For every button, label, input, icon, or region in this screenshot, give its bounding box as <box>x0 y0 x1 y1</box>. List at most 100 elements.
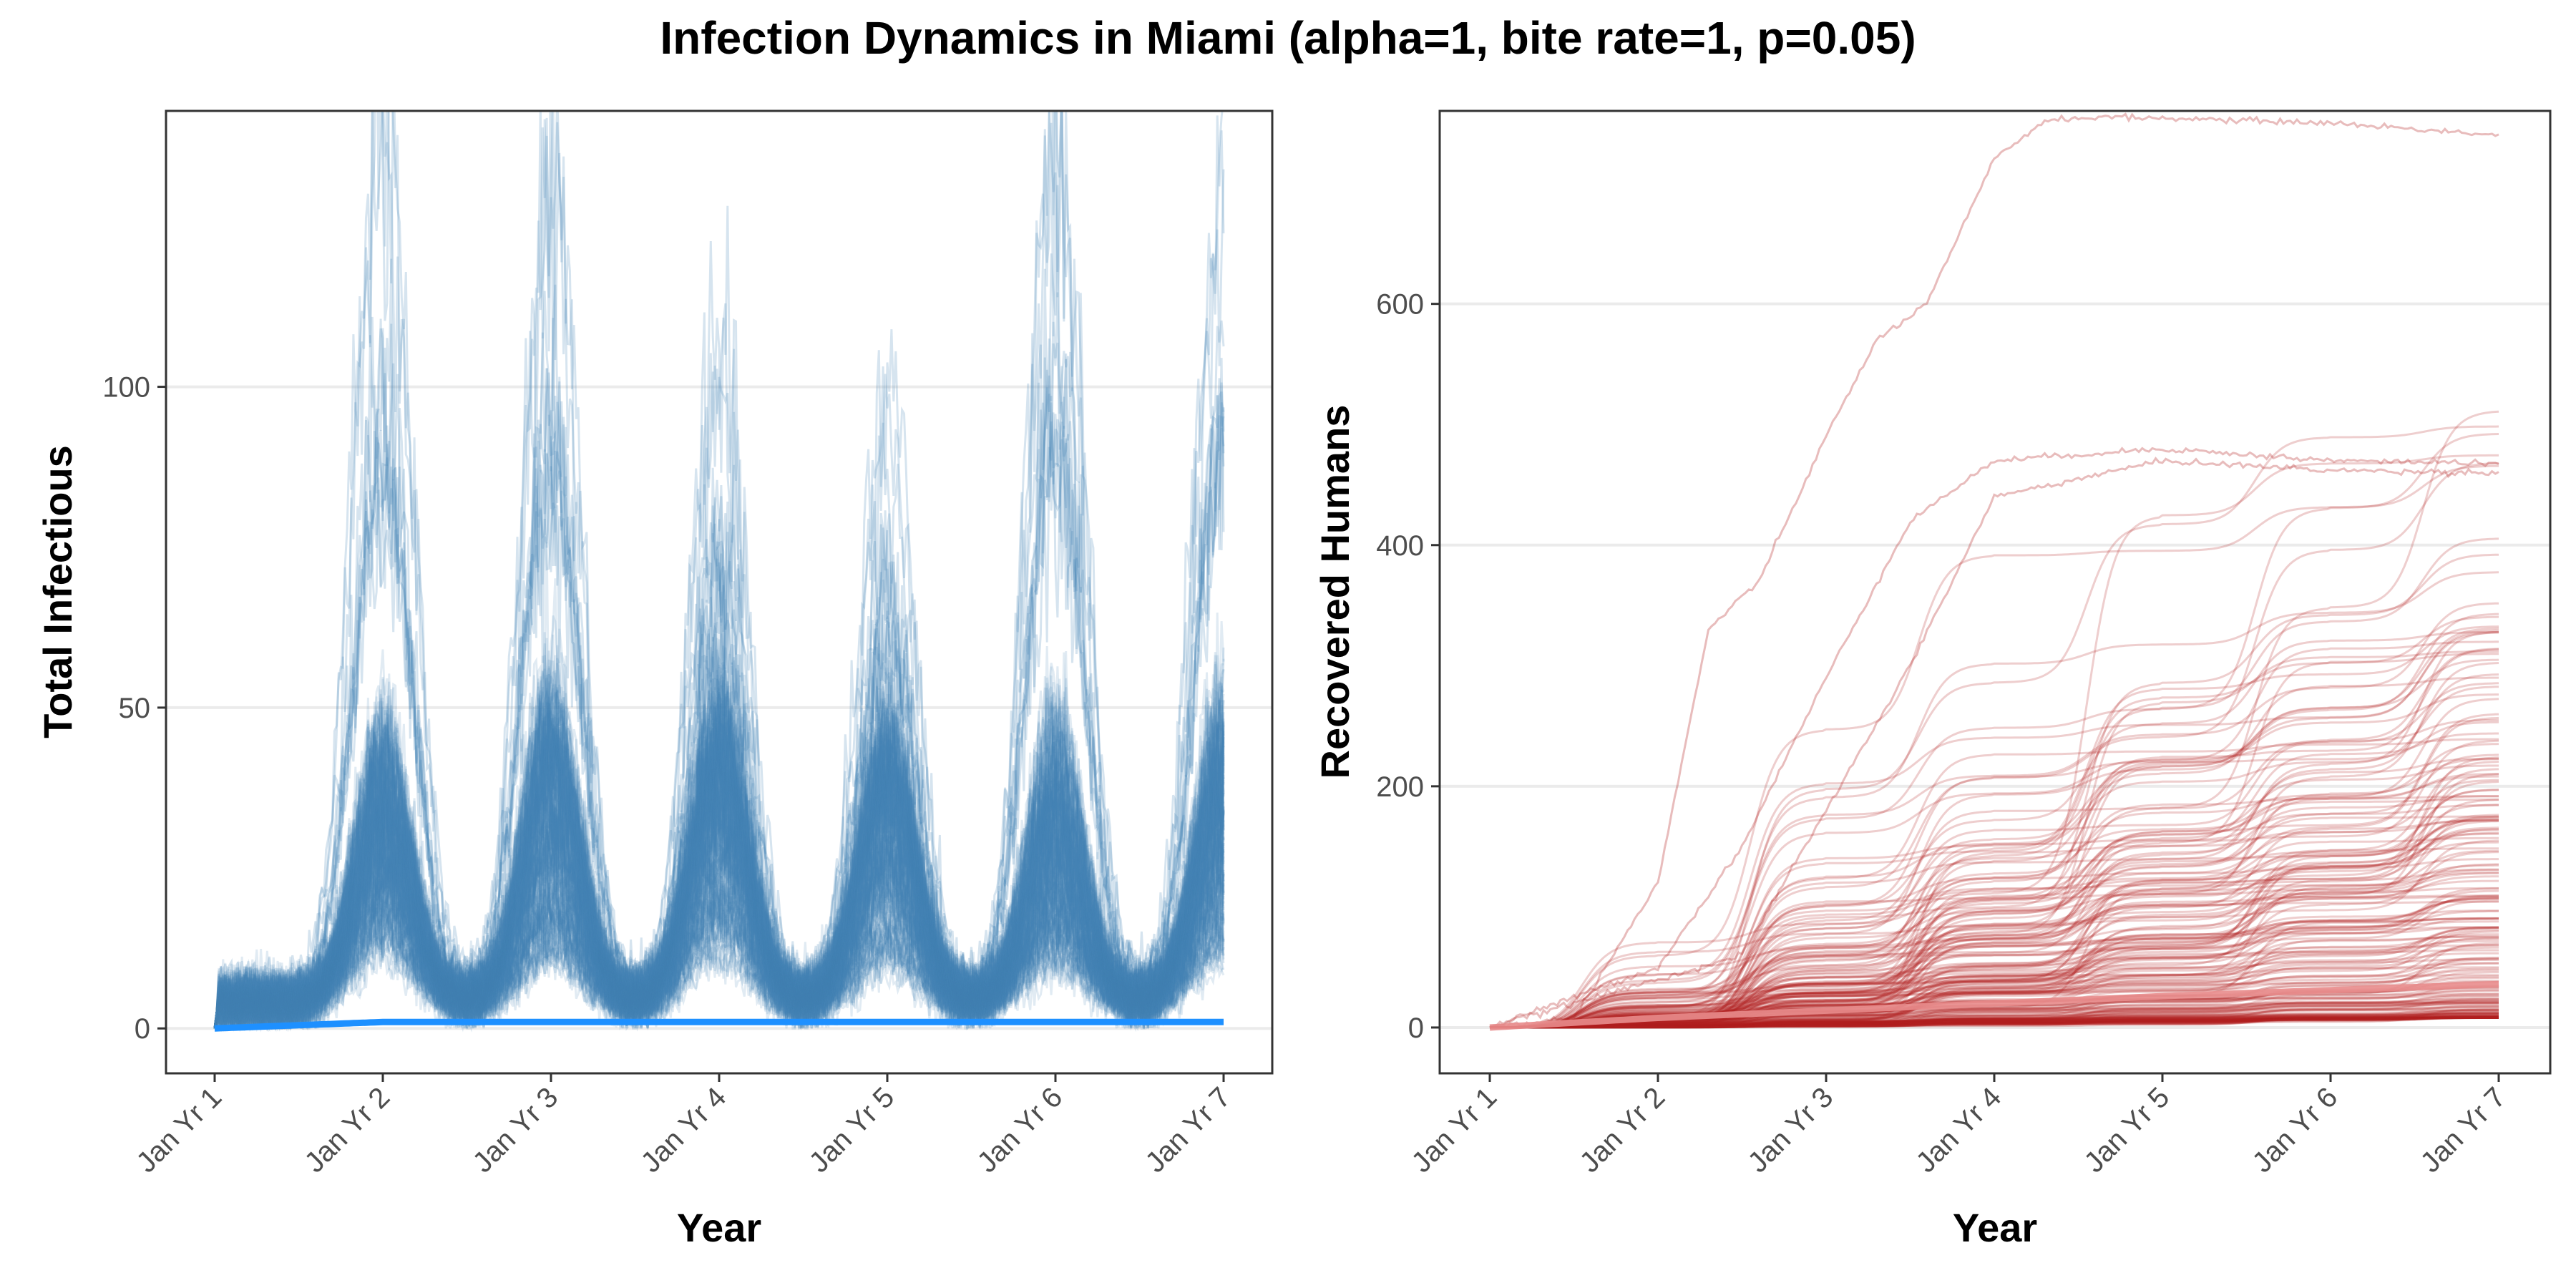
recovered-sim-line <box>1490 571 2499 1029</box>
recovered-sim-line <box>1490 1002 2499 1029</box>
infectious-sim-line <box>213 668 1225 1029</box>
infectious-sim-line <box>213 692 1225 1029</box>
recovered-sim-line <box>1489 1016 2499 1029</box>
recovered-sim-line <box>1490 879 2499 1029</box>
recovered-sim-line <box>1490 804 2499 1029</box>
recovered-sim-line <box>1490 1016 2499 1029</box>
infectious-sim-line <box>213 693 1225 1029</box>
recovered-sim-line <box>1490 990 2499 1029</box>
recovered-sim-line <box>1490 1011 2499 1029</box>
infectious-sim-line <box>213 708 1225 1029</box>
recovered-sim-line <box>1490 999 2499 1029</box>
infectious-sim-line <box>213 707 1225 1029</box>
infectious-sim-line <box>213 676 1224 1030</box>
recovered-sim-line <box>1490 789 2499 1029</box>
infectious-sim-line <box>213 732 1225 1029</box>
infectious-sim-line <box>213 185 1225 1029</box>
infectious-sim-line <box>213 706 1225 1029</box>
recovered-sim-line <box>1489 1002 2499 1029</box>
infectious-sim-line <box>213 713 1225 1033</box>
infectious-sim-line <box>213 655 1225 1029</box>
infectious-sim-line <box>213 702 1225 1029</box>
infectious-sim-line <box>213 715 1225 1029</box>
recovered-sim-line <box>1490 1016 2499 1029</box>
infectious-sim-line <box>213 717 1225 1029</box>
recovered-sim-line <box>1490 864 2499 1029</box>
infectious-sim-line <box>213 685 1225 1033</box>
infectious-sim-line <box>213 683 1225 1029</box>
recovered-sim-line <box>1490 962 2499 1029</box>
recovered-sim-line <box>1490 615 2499 1029</box>
right-y-tick-label: 400 <box>1376 530 1424 562</box>
recovered-sim-line <box>1490 1016 2499 1029</box>
recovered-sim-line <box>1490 1013 2499 1029</box>
infectious-sim-line <box>213 729 1225 1029</box>
recovered-sim-line <box>1490 537 2499 1029</box>
infectious-sim-line <box>213 789 1225 1029</box>
recovered-sim-line <box>1490 952 2499 1029</box>
infectious-sim-line <box>213 655 1225 1029</box>
infectious-sim-line <box>213 622 1225 1029</box>
recovered-sim-line <box>1490 1016 2499 1029</box>
infectious-sim-line <box>213 711 1225 1029</box>
recovered-sim-line <box>1490 1016 2499 1029</box>
infectious-sim-line <box>213 633 1225 1029</box>
recovered-sim-line <box>1490 847 2499 1029</box>
recovered-sim-line <box>1490 693 2499 1029</box>
infectious-sim-line <box>213 776 1224 1029</box>
recovered-sim-line <box>1489 1000 2499 1029</box>
recovered-sim-line <box>1490 625 2499 1029</box>
infectious-sim-line <box>213 652 1224 1029</box>
infectious-sim-line <box>213 622 1225 1029</box>
infectious-sim-line <box>213 722 1225 1029</box>
infectious-sim-line <box>213 637 1225 1029</box>
recovered-sim-line <box>1490 949 2499 1029</box>
infectious-sim-line <box>213 653 1225 1029</box>
infectious-sim-line <box>214 700 1225 1030</box>
infectious-sim-line <box>213 705 1225 1029</box>
infectious-sim-line <box>213 643 1225 1029</box>
recovered-sim-line <box>1490 1015 2499 1029</box>
infectious-sim-line <box>213 658 1225 1029</box>
recovered-sim-line <box>1490 1017 2499 1029</box>
recovered-sim-line <box>1490 795 2499 1029</box>
infectious-sim-line <box>213 682 1225 1029</box>
infectious-sim-line <box>213 638 1225 1029</box>
infectious-sim-line <box>213 644 1225 1029</box>
infectious-sim-line <box>213 643 1225 1029</box>
recovered-sim-line <box>1490 820 2499 1029</box>
recovered-sim-line <box>1490 819 2499 1029</box>
infectious-sim-line <box>213 694 1225 1033</box>
recovered-sim-line <box>1490 875 2499 1029</box>
infectious-sim-line <box>213 734 1225 1029</box>
infectious-sim-line <box>213 751 1225 1030</box>
infectious-sim-line <box>213 655 1224 1029</box>
infectious-sim-line <box>213 710 1225 1029</box>
recovered-sim-line <box>1490 1016 2499 1029</box>
recovered-sim-line <box>1490 927 2499 1029</box>
infectious-sim-line <box>213 542 1225 1029</box>
infectious-sim-line <box>213 728 1225 1029</box>
panel-total-infectious: 0 50 100 Jan Yr 1 Jan Yr 2 Jan Yr 3 Jan Yr 4 Ja… <box>35 109 1274 1250</box>
infectious-sim-line <box>213 776 1225 1029</box>
recovered-sim-line <box>1490 871 2499 1029</box>
infectious-sim-line <box>213 678 1225 1029</box>
infectious-sim-line <box>215 682 1225 1031</box>
infectious-sim-line <box>213 639 1225 1029</box>
recovered-sim-line <box>1490 819 2499 1029</box>
right-y-axis-title: Recovered Humans <box>1312 405 1357 779</box>
recovered-sim-line <box>1490 828 2499 1029</box>
left-x-tick-label: Jan Yr 1 <box>130 1081 228 1179</box>
infectious-sim-line <box>213 692 1224 1029</box>
infectious-sim-line <box>213 681 1225 1029</box>
infectious-sim-line <box>213 676 1224 1029</box>
infectious-sim-line <box>213 728 1225 1029</box>
infectious-sim-line <box>213 651 1225 1029</box>
infectious-sim-line <box>213 318 1225 1029</box>
recovered-sim-line <box>1490 686 2499 1029</box>
infectious-sim-line <box>213 662 1225 1029</box>
recovered-sim-line <box>1490 962 2499 1029</box>
recovered-sim-line <box>1490 773 2499 1029</box>
infectious-sim-line <box>213 111 1225 1029</box>
recovered-sim-line <box>1490 997 2499 1029</box>
